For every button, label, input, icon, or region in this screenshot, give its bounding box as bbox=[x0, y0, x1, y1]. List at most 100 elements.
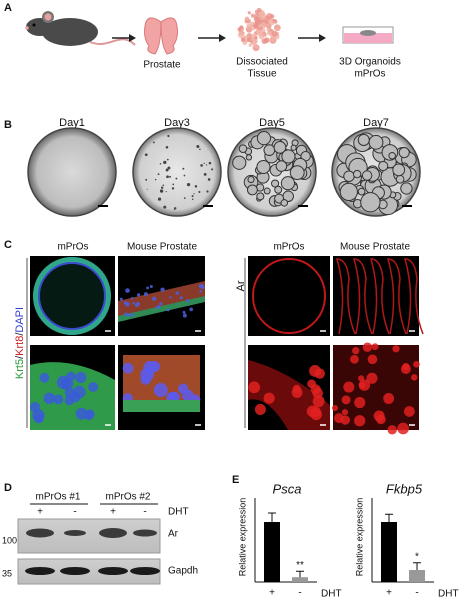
nucleus bbox=[75, 407, 88, 420]
cell bbox=[253, 24, 258, 28]
cell bbox=[247, 37, 252, 43]
bar bbox=[409, 570, 425, 582]
mouse-tail bbox=[89, 38, 136, 46]
organoid bbox=[343, 170, 355, 182]
dish-medium bbox=[344, 33, 392, 43]
organoid bbox=[274, 185, 283, 194]
cell bbox=[275, 27, 279, 31]
nucleus bbox=[153, 383, 168, 398]
nucleus bbox=[75, 371, 87, 383]
organoid bbox=[171, 187, 175, 190]
marker-label: 35 bbox=[2, 568, 12, 578]
blot-band bbox=[26, 528, 54, 538]
micrograph bbox=[118, 345, 205, 430]
organoid bbox=[166, 175, 169, 179]
bar bbox=[381, 522, 397, 582]
column-header: mPrOs bbox=[57, 242, 88, 253]
organoid bbox=[175, 177, 178, 180]
nucleus bbox=[341, 395, 351, 405]
significance: ** bbox=[296, 560, 304, 571]
nucleus bbox=[156, 305, 161, 310]
micrograph bbox=[248, 345, 330, 430]
blot-band bbox=[98, 567, 128, 575]
organoid bbox=[290, 144, 297, 151]
basal-layer bbox=[123, 400, 200, 412]
separator: / bbox=[14, 355, 26, 359]
organoid bbox=[247, 176, 255, 184]
nucleus bbox=[358, 375, 365, 382]
organoid bbox=[165, 191, 167, 193]
organoid bbox=[211, 168, 214, 171]
organoid bbox=[263, 187, 271, 195]
organoid bbox=[280, 176, 296, 191]
arrow-head bbox=[219, 34, 226, 42]
cell bbox=[244, 16, 250, 21]
nucleus bbox=[367, 354, 378, 365]
error-bar bbox=[296, 570, 304, 578]
nucleus bbox=[404, 406, 415, 417]
arrow-head bbox=[319, 34, 326, 42]
organoid bbox=[196, 145, 200, 149]
mouse-nose bbox=[25, 26, 29, 30]
step-label: Prostate bbox=[143, 60, 181, 71]
organoid bbox=[183, 174, 186, 177]
nucleus bbox=[366, 372, 378, 384]
nucleus bbox=[159, 302, 163, 306]
nucleus bbox=[362, 342, 373, 353]
treatment-sign: + bbox=[37, 507, 43, 518]
organoid bbox=[166, 158, 169, 161]
nucleus bbox=[131, 314, 135, 317]
chart-title: Psca bbox=[273, 481, 302, 496]
organoid bbox=[167, 166, 171, 170]
organoid-ring bbox=[252, 258, 326, 334]
nucleus bbox=[182, 313, 187, 318]
nucleus bbox=[199, 289, 203, 293]
blot-band bbox=[133, 529, 157, 537]
nucleus bbox=[292, 384, 301, 393]
micrograph-bg bbox=[248, 256, 330, 336]
cell bbox=[255, 19, 263, 26]
stain-label: Ar bbox=[235, 280, 247, 291]
cell bbox=[259, 12, 267, 20]
organoid bbox=[165, 145, 169, 149]
nucleus bbox=[130, 296, 134, 300]
gland-fold bbox=[370, 258, 390, 335]
panel-label: C bbox=[4, 239, 12, 251]
arrow-head bbox=[129, 34, 136, 42]
organoid bbox=[352, 169, 362, 179]
organoid-ring bbox=[33, 257, 111, 335]
cell bbox=[254, 9, 260, 15]
organoid bbox=[256, 159, 271, 175]
micrograph bbox=[30, 256, 115, 336]
organoid bbox=[281, 149, 296, 164]
cell bbox=[240, 37, 245, 42]
treatment-label: DHT bbox=[168, 507, 189, 518]
day-label: Day3 bbox=[164, 117, 190, 129]
nucleus bbox=[169, 296, 172, 299]
bar bbox=[264, 522, 280, 582]
nucleus bbox=[136, 301, 140, 305]
nucleus bbox=[392, 345, 400, 353]
blot-band bbox=[99, 528, 127, 538]
prostate-icon bbox=[144, 17, 178, 55]
gland-fold bbox=[404, 258, 424, 335]
organoid bbox=[159, 189, 164, 193]
organoid bbox=[246, 184, 258, 196]
nucleus bbox=[371, 343, 379, 351]
stain-name: DAPI bbox=[14, 307, 26, 333]
nucleus bbox=[334, 413, 344, 424]
x-axis-label: DHT bbox=[321, 589, 342, 600]
column-header: Mouse Prostate bbox=[340, 242, 410, 253]
cell bbox=[270, 14, 275, 19]
organoid bbox=[232, 155, 247, 170]
blot-band bbox=[60, 567, 90, 575]
organoid bbox=[280, 199, 289, 207]
organoid bbox=[398, 146, 410, 159]
nucleus bbox=[143, 292, 148, 297]
panel-label: D bbox=[4, 482, 12, 494]
step-label: Dissociated bbox=[236, 57, 288, 68]
nucleus bbox=[332, 405, 339, 412]
significance: * bbox=[415, 551, 419, 562]
nucleus bbox=[341, 409, 349, 416]
organoid bbox=[191, 198, 194, 200]
